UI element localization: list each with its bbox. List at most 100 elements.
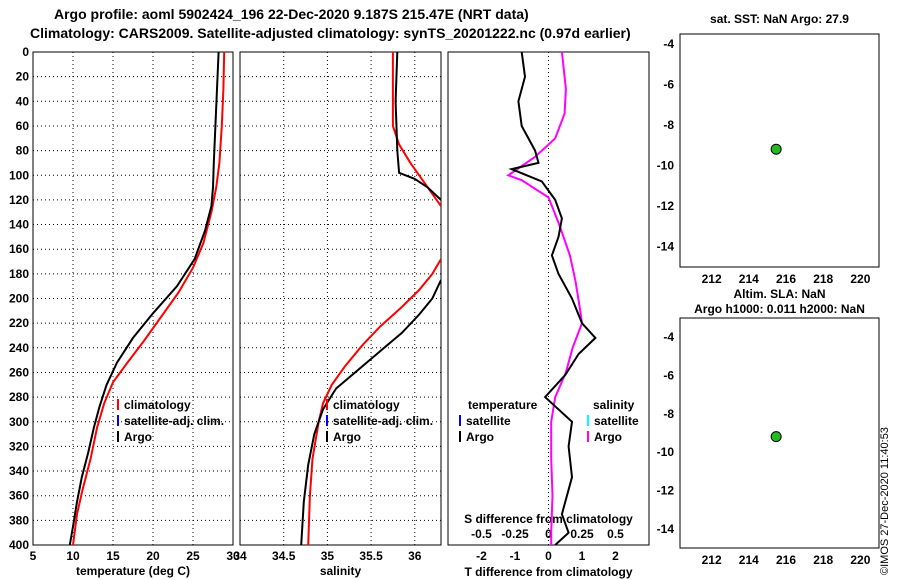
depth-tick: 140 (9, 218, 29, 232)
depth-tick: 100 (9, 168, 29, 182)
salinity-tick-x: 34.5 (272, 549, 296, 563)
sst-map-tick-y: -8 (663, 118, 674, 132)
difference-legend-s-satellite-label: satellite (594, 414, 639, 428)
depth-tick: 120 (9, 193, 29, 207)
altimetry-map-argo-position-marker (770, 431, 782, 443)
sst-map-tick-x: 220 (850, 272, 870, 286)
salinity-difference-tick: 0 (545, 527, 552, 541)
difference-legend-s-argo-label: Argo (594, 430, 622, 444)
temperature-tick-x: 5 (30, 549, 37, 563)
sst-map-argo-position-marker (770, 143, 782, 155)
salinity-difference-line (506, 51, 584, 545)
depth-tick: 20 (16, 70, 30, 84)
temperature-tick-x: 10 (66, 549, 80, 563)
difference-legend-s-satellite-swatch (587, 415, 589, 426)
difference-axis-label: T difference from climatology (464, 565, 632, 579)
altimetry-map-tick-y: -8 (663, 407, 674, 421)
salinity-tick-x: 35 (321, 549, 335, 563)
difference-legend-t-argo-swatch (459, 431, 461, 442)
depth-tick: 280 (9, 390, 29, 404)
depth-tick: 260 (9, 365, 29, 379)
difference-tick-x: -1 (510, 549, 521, 563)
temperature-tick-x: 25 (186, 549, 200, 563)
temperature-tick-x: 20 (146, 549, 160, 563)
temperature-climatology-line (72, 51, 226, 546)
depth-tick: 80 (16, 144, 30, 158)
sst-map-tick-y: -12 (657, 199, 675, 213)
altimetry-map-title: Altim. SLA: NaN (733, 287, 825, 301)
salinity-legend-satellite-label: satellite-adj. clim. (333, 414, 433, 428)
salinity-tick-x: 36 (408, 549, 422, 563)
sst-map-tick-y: -4 (663, 37, 674, 51)
altimetry-map-tick-x: 214 (739, 553, 759, 567)
salinity-argo-line-lower (300, 279, 441, 545)
salinity-legend-argo-swatch (326, 431, 328, 442)
salinity-difference-tick: 0.5 (607, 527, 624, 541)
altimetry-map-tick-x: 220 (850, 553, 870, 567)
salinity-axis-label: salinity (320, 564, 362, 578)
sst-map-tick-x: 216 (776, 272, 796, 286)
altimetry-map-tick-x: 218 (813, 553, 833, 567)
temperature-tick-x: 15 (106, 549, 120, 563)
salinity-legend-satellite-swatch (326, 415, 328, 426)
salinity-legend-argo-label: Argo (333, 430, 361, 444)
difference-panel-frame (447, 51, 650, 546)
salinity-legend-climatology-label: climatology (333, 398, 400, 412)
temperature-tick-x: 30 (226, 549, 240, 563)
depth-tick: 400 (9, 538, 29, 552)
difference-legend-t-argo-label: Argo (466, 430, 494, 444)
depth-tick: 380 (9, 513, 29, 527)
salinity-tick-x: 35.5 (359, 549, 383, 563)
sst-map-tick-x: 212 (702, 272, 722, 286)
altimetry-map-tick-x: 216 (776, 553, 796, 567)
altimetry-map-tick-y: -14 (657, 522, 675, 536)
sst-map-title: sat. SST: NaN Argo: 27.9 (710, 12, 849, 26)
altimetry-map-subtitle: Argo h1000: 0.011 h2000: NaN (694, 302, 865, 316)
depth-tick: 340 (9, 464, 29, 478)
depth-tick: 40 (16, 94, 30, 108)
difference-legend-t-satellite-label: satellite (466, 414, 511, 428)
altimetry-map-tick-y: -10 (657, 445, 675, 459)
salinity-climatology-line-lower (307, 258, 441, 545)
difference-tick-x: 2 (612, 549, 619, 563)
temperature-argo-line (68, 51, 220, 546)
salinity-difference-axis-label: S difference from climatology (464, 512, 633, 526)
altimetry-map-tick-x: 212 (702, 553, 722, 567)
depth-tick: 60 (16, 119, 30, 133)
temperature-legend-argo-swatch (117, 431, 119, 442)
temperature-legend-argo-label: Argo (124, 430, 152, 444)
difference-legend-t-satellite-swatch (459, 415, 461, 426)
sst-map-tick-x: 218 (813, 272, 833, 286)
difference-tick-x: -2 (476, 549, 487, 563)
depth-tick: 220 (9, 316, 29, 330)
salinity-argo-line-upper (394, 52, 441, 201)
depth-tick: 300 (9, 415, 29, 429)
salinity-tick-x: 34 (233, 549, 247, 563)
header-line-2: Climatology: CARS2009. Satellite-adjuste… (30, 25, 631, 41)
temperature-legend-satellite-label: satellite-adj. clim. (124, 414, 224, 428)
depth-tick: 320 (9, 439, 29, 453)
depth-tick: 180 (9, 267, 29, 281)
difference-legend-temperature-title: temperature (468, 398, 538, 412)
difference-legend-s-argo-swatch (587, 431, 589, 442)
depth-tick: 200 (9, 292, 29, 306)
depth-tick: 240 (9, 341, 29, 355)
salinity-difference-tick: -0.25 (501, 527, 529, 541)
difference-tick-x: 1 (579, 549, 586, 563)
salinity-legend-climatology-swatch (326, 399, 328, 410)
depth-tick: 160 (9, 242, 29, 256)
sst-map-tick-y: -14 (657, 240, 675, 254)
header-line-1: Argo profile: aoml 5902424_196 22-Dec-20… (54, 6, 529, 22)
temperature-axis-label: temperature (deg C) (76, 564, 190, 578)
difference-tick-x: 0 (545, 549, 552, 563)
altimetry-map-tick-y: -6 (663, 369, 674, 383)
altimetry-map-tick-y: -12 (657, 484, 675, 498)
temperature-legend-climatology-label: climatology (124, 398, 191, 412)
sst-map-tick-y: -10 (657, 159, 675, 173)
sst-map-tick-x: 214 (739, 272, 759, 286)
depth-tick: 360 (9, 489, 29, 503)
salinity-difference-tick: 0.25 (570, 527, 594, 541)
altimetry-map-tick-y: -4 (663, 330, 674, 344)
temperature-legend-climatology-swatch (117, 399, 119, 410)
